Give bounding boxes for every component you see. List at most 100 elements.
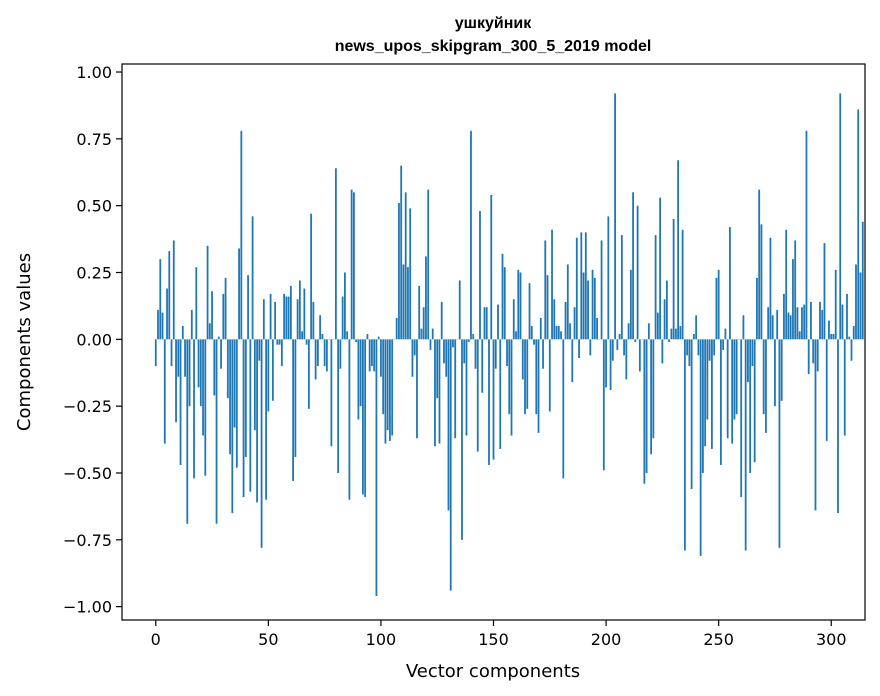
x-tick-label: 250 <box>703 630 734 649</box>
bar <box>344 272 346 340</box>
bar <box>843 339 846 436</box>
bar <box>546 275 549 340</box>
bar <box>339 339 342 369</box>
y-tick-label: 0.50 <box>76 197 112 216</box>
bar <box>501 253 504 340</box>
x-tick-label: 300 <box>816 630 847 649</box>
bar <box>704 339 707 447</box>
bar <box>476 339 479 452</box>
bar <box>204 339 207 476</box>
bar <box>325 339 328 372</box>
bar <box>463 339 466 364</box>
bar <box>654 235 657 340</box>
bar <box>638 339 641 372</box>
bar <box>780 339 783 401</box>
bar <box>787 312 790 340</box>
bar <box>217 336 220 340</box>
chart-title: ушкуйник <box>455 15 532 32</box>
bar <box>371 339 373 367</box>
bar <box>713 339 716 356</box>
bar <box>407 267 409 340</box>
bar <box>195 267 198 340</box>
bar <box>528 283 531 340</box>
bar <box>526 339 529 409</box>
bar <box>614 93 616 340</box>
bar <box>303 288 306 340</box>
bar <box>226 339 229 399</box>
bar <box>573 307 576 340</box>
bar <box>319 315 322 340</box>
bar <box>431 328 434 340</box>
bar <box>562 339 565 479</box>
bar <box>258 339 261 361</box>
bar <box>765 339 767 433</box>
bar <box>665 280 668 340</box>
bar <box>816 339 819 372</box>
bar <box>652 339 655 439</box>
bar <box>521 339 524 380</box>
bar <box>434 339 436 447</box>
bar <box>794 240 797 340</box>
bar <box>458 280 461 340</box>
bar <box>380 339 382 377</box>
bar <box>535 339 538 415</box>
bar <box>593 277 596 340</box>
bar <box>161 312 164 340</box>
bar <box>560 331 562 340</box>
bar <box>494 339 497 369</box>
bar <box>589 339 592 356</box>
bar <box>735 339 738 415</box>
bar <box>663 299 666 340</box>
bar <box>157 309 159 340</box>
bar <box>805 130 808 340</box>
bar <box>445 339 448 377</box>
bar <box>481 339 484 393</box>
bar <box>413 339 416 356</box>
bar <box>575 237 578 340</box>
bar <box>683 339 686 551</box>
bar <box>632 192 634 340</box>
bar <box>470 130 472 340</box>
bar <box>215 339 218 524</box>
bar <box>724 328 727 340</box>
bar <box>555 325 558 340</box>
bar <box>656 312 659 340</box>
bar <box>398 203 400 340</box>
bar <box>436 339 439 399</box>
bar <box>411 339 414 377</box>
bar <box>483 307 486 340</box>
chart-subtitle: news_upos_skipgram_300_5_2019 model <box>335 38 652 55</box>
bar <box>578 339 580 359</box>
bar <box>774 339 776 407</box>
bar <box>668 339 671 342</box>
bar <box>551 229 553 340</box>
bar <box>350 189 353 340</box>
bar <box>420 328 423 340</box>
bar <box>375 339 378 596</box>
bar <box>650 339 653 455</box>
bar <box>418 285 421 340</box>
bar <box>175 339 177 423</box>
bar <box>798 331 801 340</box>
bar <box>168 251 171 340</box>
bar <box>166 288 168 340</box>
bar <box>472 333 475 340</box>
bar <box>767 307 770 340</box>
bar <box>229 339 231 455</box>
bar <box>688 339 691 367</box>
bar <box>190 309 193 340</box>
bar <box>607 216 610 340</box>
bar <box>645 339 648 473</box>
bar <box>852 325 855 340</box>
bar <box>224 277 227 340</box>
bar <box>756 277 758 340</box>
bar <box>440 301 443 340</box>
bar <box>571 339 574 383</box>
bar <box>557 325 560 340</box>
bar <box>427 189 430 340</box>
bar <box>274 301 276 340</box>
bar <box>213 339 216 396</box>
bar <box>733 339 736 420</box>
bar <box>474 339 477 369</box>
